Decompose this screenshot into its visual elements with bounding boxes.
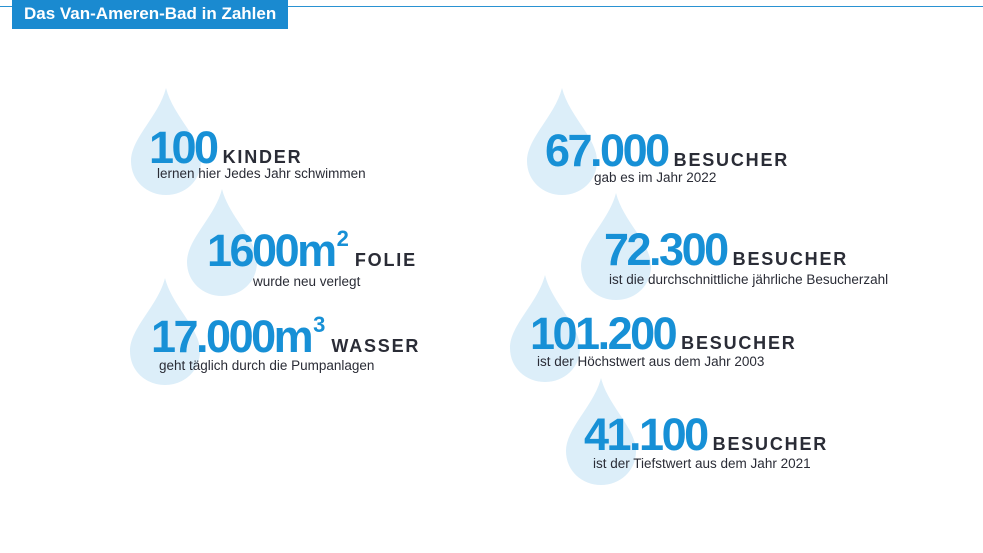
stat-description: ist die durchschnittliche jährliche Besu… xyxy=(609,272,889,287)
water-drop-icon xyxy=(131,88,201,195)
water-drop-icon xyxy=(187,189,257,296)
stat-unit: FOLIE xyxy=(354,250,417,270)
stat-besucher-durchschnitt: 72.300 BESUCHER xyxy=(604,227,848,272)
stat-value: 101.200 xyxy=(530,308,678,359)
stat-description: ist der Tiefstwert aus dem Jahr 2021 xyxy=(593,456,811,471)
stat-kinder: 100 KINDER xyxy=(149,125,302,170)
page-title: Das Van-Ameren-Bad in Zahlen xyxy=(12,0,289,29)
stat-description: lernen hier Jedes Jahr schwimmen xyxy=(157,166,366,181)
stat-value: 100 xyxy=(149,122,219,173)
stat-description: ist der Höchstwert aus dem Jahr 2003 xyxy=(537,354,765,369)
stat-value: 17.000m3 xyxy=(151,311,326,362)
stat-value: 1600m2 xyxy=(207,225,349,276)
stat-unit: KINDER xyxy=(222,147,303,167)
stat-wasser: 17.000m3WASSER xyxy=(151,311,421,362)
stat-besucher-hoechstwert: 101.200 BESUCHER xyxy=(530,311,797,356)
water-drop-icon xyxy=(527,88,597,195)
stat-value: 41.100 xyxy=(584,409,709,460)
stat-value: 72.300 xyxy=(604,224,729,275)
water-drop-icon xyxy=(130,278,200,385)
stat-unit: BESUCHER xyxy=(673,150,790,170)
stat-folie: 1600m2FOLIE xyxy=(207,225,417,276)
stat-description: gab es im Jahr 2022 xyxy=(594,170,717,185)
stat-unit: BESUCHER xyxy=(732,249,849,269)
water-drop-icon xyxy=(566,378,636,485)
water-drop-icon xyxy=(581,193,651,300)
stat-unit: BESUCHER xyxy=(681,333,797,353)
stat-besucher-tiefstwert: 41.100 BESUCHER xyxy=(584,412,828,457)
water-drop-icon xyxy=(510,275,580,382)
stat-description: geht täglich durch die Pumpanlagen xyxy=(159,358,375,373)
header-divider xyxy=(0,6,983,7)
stat-besucher-2022: 67.000 BESUCHER xyxy=(545,128,789,173)
stat-description: wurde neu verlegt xyxy=(253,274,361,289)
stat-unit: BESUCHER xyxy=(712,434,829,454)
stat-unit: WASSER xyxy=(331,336,421,356)
stat-value: 67.000 xyxy=(545,125,670,176)
